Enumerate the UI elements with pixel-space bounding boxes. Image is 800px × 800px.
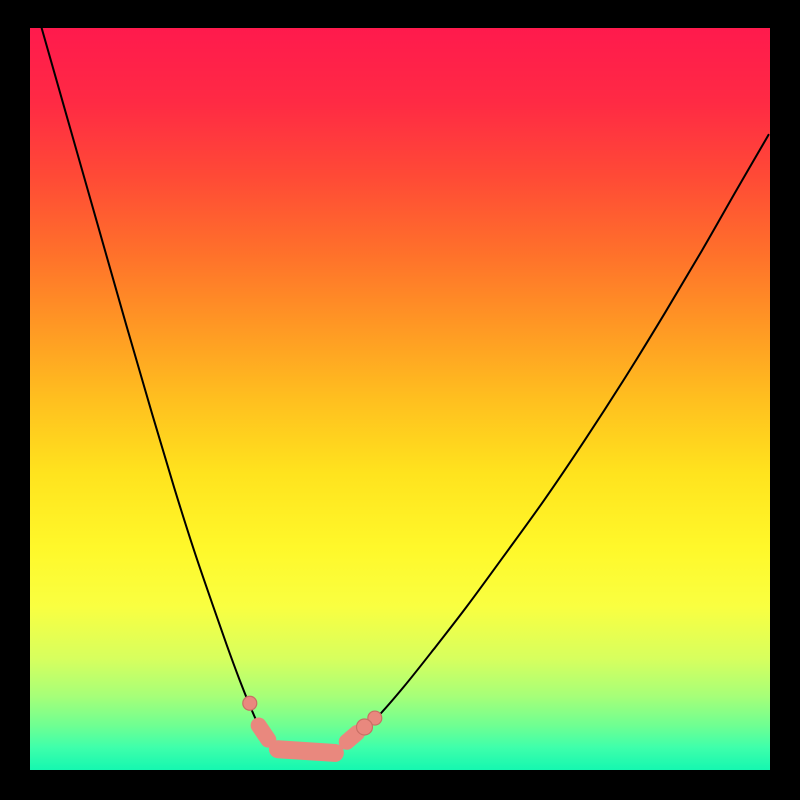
gradient-background <box>30 28 770 770</box>
marker-circle-0 <box>243 696 257 710</box>
bottleneck-chart <box>0 0 800 800</box>
marker-circle-2 <box>356 719 372 735</box>
